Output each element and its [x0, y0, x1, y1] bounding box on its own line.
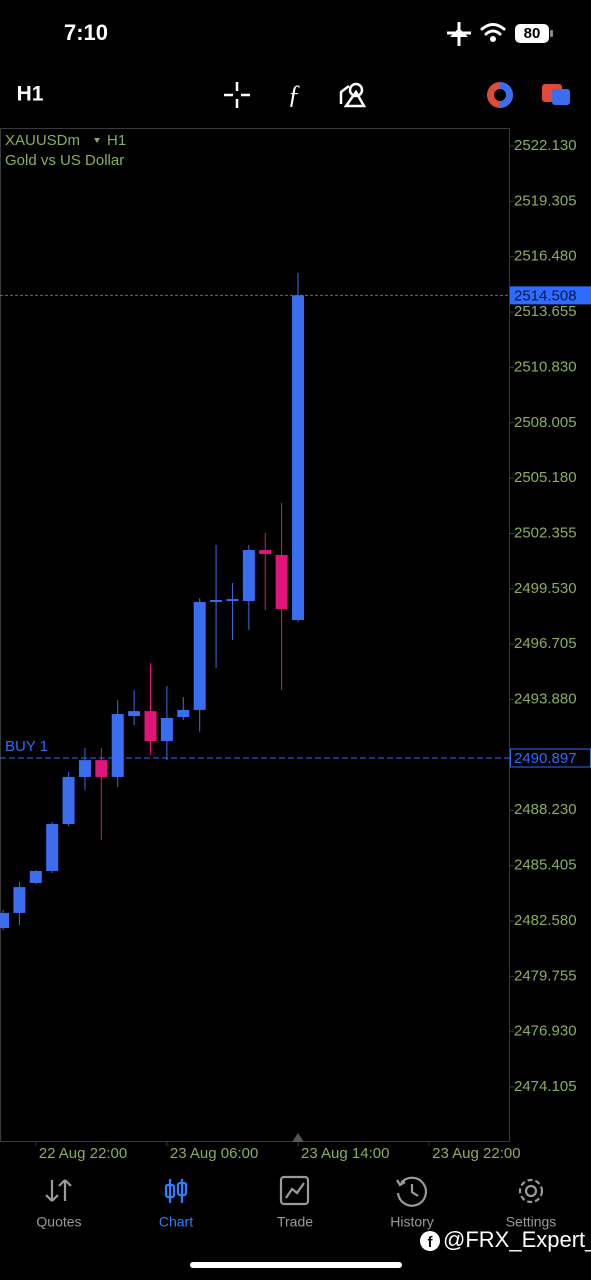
- tab-label[interactable]: Quotes: [36, 1214, 81, 1230]
- tab-bar: Quotes Chart Trade History Settings: [36, 1214, 556, 1230]
- y-tick-label: 2482.580: [514, 912, 577, 929]
- tab-icons: [45, 1175, 544, 1207]
- airplane-icon: [447, 22, 471, 46]
- x-tick-label: 22 Aug 22:00: [39, 1145, 127, 1162]
- candle-body: [160, 717, 173, 742]
- watermark: @FRX_Expert_1: [443, 1227, 591, 1252]
- chart-description: Gold vs US Dollar: [5, 152, 124, 169]
- candle-body: [226, 599, 239, 602]
- home-indicator: [190, 1262, 402, 1268]
- trade-icon: [279, 1175, 310, 1206]
- candle-body: [13, 887, 26, 913]
- x-tick-label: 23 Aug 14:00: [301, 1145, 389, 1162]
- quotes-icon: [45, 1179, 72, 1202]
- candle-body: [275, 554, 288, 610]
- y-tick-label: 2479.755: [514, 967, 577, 984]
- candle-body: [242, 550, 255, 602]
- indicators-button[interactable]: ƒ: [288, 80, 301, 109]
- candle-body: [144, 711, 157, 742]
- candle-body: [177, 709, 190, 718]
- wifi-icon: [480, 23, 506, 42]
- y-tick-label: 2476.930: [514, 1023, 577, 1040]
- history-icon: [396, 1176, 428, 1207]
- watermark-icon-glyph: f: [428, 1234, 434, 1251]
- scroll-marker: [292, 1133, 304, 1142]
- tab-label[interactable]: Trade: [277, 1214, 313, 1230]
- candle-body: [210, 600, 223, 603]
- objects-button[interactable]: [339, 82, 367, 108]
- crosshair-button[interactable]: [224, 82, 250, 108]
- symbol-dropdown[interactable]: [94, 138, 100, 143]
- price-label: 2490.897: [514, 750, 577, 767]
- settings-icon: [518, 1178, 544, 1204]
- price-label: 2514.508: [514, 287, 577, 304]
- candle-body: [259, 550, 272, 554]
- chart[interactable]: 2522.130 2519.305 2516.480 2513.655 2510.830…: [0, 137, 591, 1162]
- candle-body: [78, 760, 91, 777]
- battery-level: 80: [524, 25, 541, 42]
- battery-icon: [515, 24, 549, 43]
- candle-body: [128, 711, 141, 717]
- candle-body: [46, 823, 59, 872]
- candle-body: [62, 776, 75, 824]
- battery-cap: [550, 30, 553, 37]
- y-tick-label: 2510.830: [514, 358, 577, 375]
- y-tick-label: 2474.105: [514, 1078, 577, 1095]
- y-tick-label: 2496.705: [514, 635, 577, 652]
- chart-icon: [164, 1179, 188, 1203]
- status-time: 7:10: [64, 20, 108, 45]
- price-line-name: BUY 1: [5, 738, 48, 755]
- y-tick-label: 2499.530: [514, 580, 577, 597]
- y-tick-label: 2505.180: [514, 469, 577, 486]
- watermark-icon: [420, 1231, 440, 1251]
- y-tick-label: 2502.355: [514, 524, 577, 541]
- candle-body: [95, 760, 108, 777]
- tab-label[interactable]: Settings: [506, 1214, 557, 1230]
- oneclick-button[interactable]: [487, 82, 513, 108]
- y-tick-label: 2493.880: [514, 691, 577, 708]
- x-tick-label: 23 Aug 22:00: [432, 1145, 520, 1162]
- y-tick-label: 2485.405: [514, 857, 577, 874]
- y-tick-label: 2488.230: [514, 801, 577, 818]
- y-tick-label: 2513.655: [514, 303, 577, 320]
- y-tick-label: 2519.305: [514, 192, 577, 209]
- y-tick-label: 2508.005: [514, 414, 577, 431]
- candle-body: [193, 601, 206, 710]
- candle-body: [111, 714, 124, 777]
- chart-timeframe: H1: [107, 132, 126, 149]
- price-label-box: [510, 286, 591, 305]
- trade-button[interactable]: [542, 84, 570, 105]
- candle-body: [29, 871, 42, 883]
- chart-frame: [0, 128, 510, 1142]
- y-tick-label: 2522.130: [514, 137, 577, 154]
- tab-label[interactable]: History: [390, 1214, 434, 1230]
- y-tick-label: 2516.480: [514, 248, 577, 265]
- candle-body: [292, 295, 305, 621]
- candle-body: [0, 912, 9, 929]
- timeframe-button[interactable]: H1: [17, 83, 44, 106]
- x-tick-label: 23 Aug 06:00: [170, 1145, 258, 1162]
- tab-label[interactable]: Chart: [159, 1214, 193, 1230]
- chart-symbol: XAUUSDm: [5, 132, 80, 149]
